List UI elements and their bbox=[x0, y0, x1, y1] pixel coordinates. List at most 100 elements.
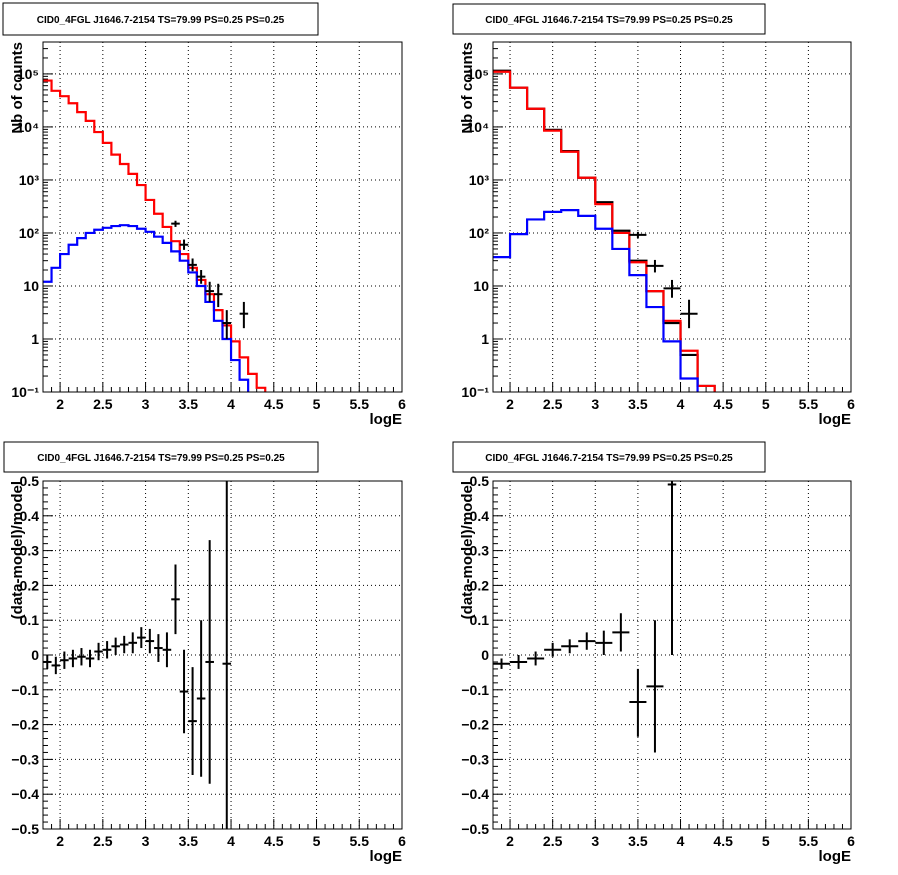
title-box bbox=[452, 441, 766, 473]
y-tick-label: 1 bbox=[481, 331, 489, 347]
chart-panel-3: 2 2.5 3 3.5 4 4.5 5 5.5 6 −0.5 −0.4 −0.3 −0.2 −0.1 0 0.… bbox=[3, 441, 406, 865]
chart-title: CID0_4FGL J1646.7-2154 TS=79.99 PS=0.25 … bbox=[485, 15, 733, 26]
y-tick-label: 0.3 bbox=[20, 543, 40, 559]
data-point bbox=[188, 667, 197, 776]
data-points bbox=[629, 231, 698, 329]
data-point bbox=[510, 655, 528, 669]
histogram-series-3 bbox=[493, 208, 699, 392]
x-tick-label: 6 bbox=[398, 833, 406, 849]
y-tick-label: 0.4 bbox=[470, 508, 490, 524]
data-point bbox=[111, 637, 120, 655]
chart-title: CID0_4FGL J1646.7-2154 TS=79.99 PS=0.25 … bbox=[37, 453, 285, 464]
x-tick-label: 2.5 bbox=[93, 396, 113, 412]
data-point bbox=[128, 632, 138, 654]
data-points bbox=[171, 220, 249, 339]
x-tick-label: 3 bbox=[142, 833, 150, 849]
data-point bbox=[544, 642, 562, 657]
y-tick-label: −0.1 bbox=[11, 682, 39, 698]
plot-frame bbox=[42, 41, 403, 393]
x-tick-label: 4 bbox=[227, 833, 235, 849]
data-point bbox=[145, 628, 155, 654]
chart-title: CID0_4FGL J1646.7-2154 TS=79.99 PS=0.25 … bbox=[37, 15, 285, 26]
y-tick-label: −0.4 bbox=[11, 786, 39, 802]
histogram-series-2 bbox=[493, 70, 716, 392]
data-point bbox=[94, 642, 103, 661]
x-tick-label: 3 bbox=[142, 396, 150, 412]
y-tick-label: −0.3 bbox=[461, 751, 489, 767]
y-tick-label: 0.5 bbox=[20, 473, 40, 489]
chart-panel-2: 2 2.5 3 3.5 4 4.5 5 5.5 6 10⁻¹ 1 10 10² 10³ 10⁴ 10⁵ logE… bbox=[452, 3, 855, 428]
grid-lines bbox=[493, 42, 852, 393]
y-tick-label: 0.4 bbox=[20, 508, 40, 524]
histogram-series-1 bbox=[43, 79, 267, 392]
x-tick-label: 6 bbox=[847, 396, 855, 412]
data-point bbox=[527, 651, 545, 666]
y-axis-title: (data-model)/model bbox=[9, 481, 26, 619]
y-tick-label: 0.2 bbox=[20, 577, 40, 593]
data-point bbox=[612, 613, 630, 652]
x-tick-label: 5.5 bbox=[350, 396, 370, 412]
data-point bbox=[188, 258, 197, 272]
x-tick-label: 5.5 bbox=[799, 833, 819, 849]
data-point bbox=[162, 632, 172, 668]
x-tick-label: 5.5 bbox=[799, 396, 819, 412]
y-tick-label: 0 bbox=[481, 647, 489, 663]
grid-lines bbox=[43, 480, 403, 830]
data-point bbox=[205, 281, 214, 302]
x-tick-label: 2 bbox=[56, 396, 64, 412]
data-point bbox=[629, 231, 647, 239]
y-tick-label: −0.3 bbox=[11, 751, 39, 767]
y-tick-label: 0.1 bbox=[20, 612, 40, 628]
data-point bbox=[51, 656, 61, 675]
x-tick-label: 4.5 bbox=[264, 396, 284, 412]
y-tick-label: 1 bbox=[31, 331, 39, 347]
data-point bbox=[154, 634, 163, 662]
data-point bbox=[663, 279, 681, 298]
x-tick-label: 5.5 bbox=[350, 833, 370, 849]
data-point bbox=[646, 259, 664, 273]
chart-panel-1: 2 2.5 3 3.5 4 4.5 5 5.5 6 10⁻¹ 1 10 10² 10³ 10⁴ 10⁵ logE… bbox=[2, 2, 406, 428]
data-point bbox=[239, 301, 249, 329]
x-tick-label: 2 bbox=[56, 833, 64, 849]
data-point bbox=[680, 299, 698, 329]
y-tick-label: −0.4 bbox=[461, 786, 489, 802]
axis-ticks bbox=[492, 41, 852, 393]
x-tick-label: 5 bbox=[313, 833, 321, 849]
x-tick-label: 6 bbox=[398, 396, 406, 412]
x-tick-label: 2.5 bbox=[543, 396, 563, 412]
data-point bbox=[119, 635, 129, 654]
data-point bbox=[68, 649, 78, 668]
plot-frame bbox=[492, 41, 852, 393]
data-point bbox=[102, 641, 112, 659]
y-tick-label: 0.3 bbox=[470, 543, 490, 559]
x-tick-label: 4 bbox=[677, 833, 685, 849]
x-tick-label: 2 bbox=[506, 833, 514, 849]
y-tick-label: 10⁵ bbox=[17, 66, 39, 82]
y-tick-label: 0.5 bbox=[470, 473, 490, 489]
axis-ticks bbox=[42, 480, 403, 830]
plot-frame bbox=[492, 480, 852, 830]
y-tick-label: 0.1 bbox=[470, 612, 490, 628]
axis-ticks bbox=[42, 41, 403, 393]
data-point bbox=[222, 481, 232, 829]
data-point bbox=[646, 620, 664, 753]
x-tick-label: 3.5 bbox=[628, 833, 648, 849]
x-tick-label: 4.5 bbox=[264, 833, 284, 849]
chart-title: CID0_4FGL J1646.7-2154 TS=79.99 PS=0.25 … bbox=[485, 453, 733, 464]
data-point bbox=[629, 668, 647, 737]
data-point bbox=[77, 648, 86, 666]
data-points bbox=[493, 481, 677, 753]
data-point bbox=[137, 627, 146, 649]
data-point bbox=[213, 283, 223, 308]
x-axis-title: logE bbox=[819, 848, 852, 865]
y-tick-label: −0.1 bbox=[461, 682, 489, 698]
x-tick-label: 4.5 bbox=[713, 833, 733, 849]
y-tick-label: 10⁵ bbox=[467, 66, 489, 82]
y-tick-label: 10³ bbox=[469, 172, 490, 188]
title-box bbox=[2, 2, 319, 36]
data-point bbox=[205, 540, 214, 784]
x-tick-label: 6 bbox=[847, 833, 855, 849]
x-tick-label: 3 bbox=[591, 833, 599, 849]
data-point bbox=[171, 564, 180, 635]
title-box bbox=[3, 441, 319, 473]
